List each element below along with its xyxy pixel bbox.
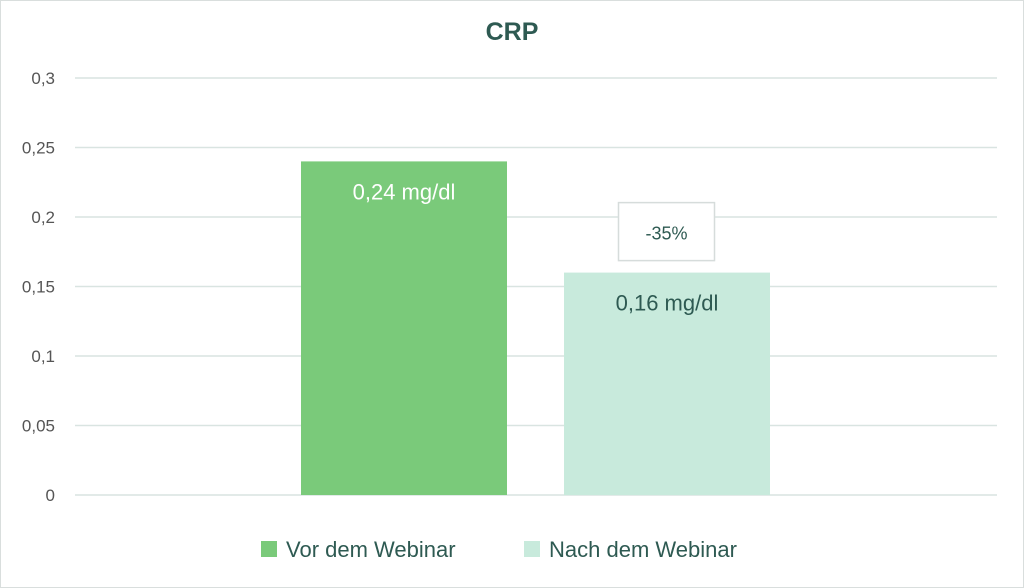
data-labels: 0,24 mg/dl 0,16 mg/dl — [353, 179, 719, 315]
bar — [301, 161, 507, 495]
y-tick-label: 0 — [46, 486, 55, 505]
y-tick-label: 0,2 — [31, 208, 55, 227]
bars — [301, 161, 770, 495]
y-axis-ticks: 0 0,05 0,1 0,15 0,2 0,25 0,3 — [22, 69, 55, 505]
gridlines — [75, 77, 997, 496]
y-tick-label: 0,05 — [22, 417, 55, 436]
y-tick-label: 0,3 — [31, 69, 55, 88]
data-label: 0,16 mg/dl — [616, 291, 719, 316]
legend-label: Vor dem Webinar — [286, 537, 456, 562]
bar — [564, 272, 770, 495]
legend-swatch — [524, 541, 540, 557]
data-label: 0,24 mg/dl — [353, 179, 456, 204]
y-tick-label: 0,15 — [22, 278, 55, 297]
chart-title: CRP — [486, 18, 539, 46]
legend: Vor dem Webinar Nach dem Webinar — [261, 537, 737, 562]
legend-label: Nach dem Webinar — [549, 537, 737, 562]
annotation-label: -35% — [645, 224, 687, 244]
y-tick-label: 0,25 — [22, 139, 55, 158]
y-tick-label: 0,1 — [31, 347, 55, 366]
annotation-box — [617, 201, 716, 262]
annotations: -35% — [617, 201, 716, 262]
legend-swatch — [261, 541, 277, 557]
